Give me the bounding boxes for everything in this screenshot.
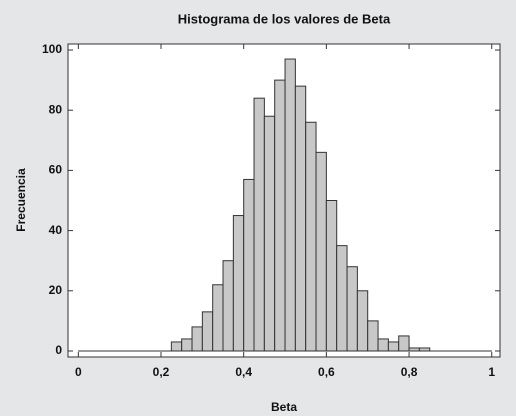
bar [356,290,369,352]
bar [284,58,296,352]
bar [222,260,234,352]
y-tick-label: 20 [49,283,63,297]
bar [367,320,379,352]
bar [315,151,327,352]
bar [201,311,214,352]
bar [377,338,389,352]
bar [253,97,265,352]
bar [212,284,224,352]
bar [418,347,431,352]
bar [305,121,317,352]
x-tick-label: 0,4 [235,365,252,379]
bar [325,200,338,352]
x-tick-label: 0 [75,365,82,379]
chart-title: Histograma de los valores de Beta [178,11,391,26]
y-axis-label: Frecuencia [14,168,28,232]
x-tick-label: 1 [488,365,495,379]
bar [408,347,420,352]
bar [294,85,307,352]
bar [346,266,358,352]
y-tick-label: 0 [55,343,62,357]
bar [336,245,348,352]
bar [232,215,245,352]
x-tick-label: 0,8 [401,365,418,379]
y-tick-label: 100 [42,42,62,56]
bar [387,341,400,352]
bar [274,79,286,352]
x-axis-label: Beta [271,400,297,414]
y-tick-label: 80 [49,102,63,116]
bar [263,115,276,352]
bar [170,341,183,352]
x-tick-label: 0,2 [153,365,170,379]
bar [398,335,410,352]
y-tick-label: 60 [49,163,63,177]
bar [181,338,193,352]
x-tick-label: 0,6 [318,365,335,379]
bar [243,178,255,352]
y-tick-label: 40 [49,223,63,237]
bar [191,326,203,352]
